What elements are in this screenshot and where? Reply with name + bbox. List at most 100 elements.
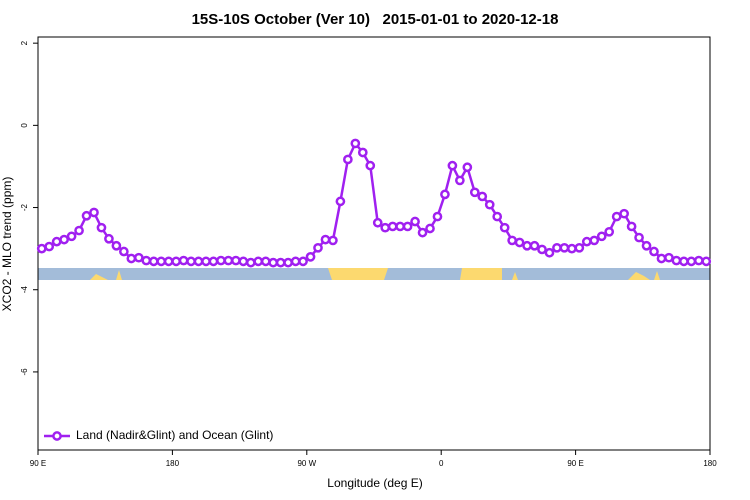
land-strip: [654, 271, 660, 280]
y-tick-label: 0: [20, 123, 29, 128]
data-point: [111, 240, 122, 251]
data-point: [395, 221, 405, 232]
data-point: [290, 256, 301, 267]
data-point: [350, 138, 361, 149]
data-point: [223, 255, 234, 266]
data-point: [372, 217, 383, 228]
data-point: [343, 154, 353, 165]
data-point: [238, 256, 249, 267]
data-point: [36, 243, 47, 254]
data-point: [671, 255, 682, 266]
data-point: [357, 147, 368, 158]
data-point: [119, 246, 129, 257]
data-point: [380, 222, 391, 233]
x-tick-label: 90 E: [30, 459, 46, 468]
data-point: [305, 252, 316, 262]
data-point: [567, 243, 577, 254]
data-point: [604, 226, 615, 237]
data-point: [89, 207, 99, 218]
data-point: [656, 253, 667, 264]
data-point: [186, 256, 196, 267]
data-point: [455, 175, 465, 186]
data-point: [268, 257, 279, 268]
data-point: [686, 256, 697, 267]
x-tick-label: 0: [439, 459, 444, 468]
data-point: [231, 255, 241, 266]
data-point: [589, 235, 600, 246]
data-line: [41, 141, 707, 264]
y-axis-label: XCO2 - MLO trend (ppm): [0, 177, 14, 312]
data-point: [425, 223, 435, 234]
data-point: [365, 160, 376, 171]
data-point: [387, 221, 398, 232]
data-point: [51, 236, 62, 247]
x-axis-label: Longitude (deg E): [327, 476, 422, 490]
data-point: [544, 247, 555, 258]
data-point: [649, 246, 659, 257]
data-point: [156, 256, 167, 267]
data-point: [522, 240, 532, 251]
data-point: [664, 252, 674, 263]
data-point: [163, 256, 174, 267]
data-point: [641, 240, 652, 251]
land-strip: [90, 274, 108, 280]
data-point: [320, 234, 331, 245]
data-point: [447, 160, 458, 171]
data-point: [462, 162, 473, 173]
data-point: [104, 233, 114, 244]
data-point: [492, 211, 503, 222]
land-strip: [628, 272, 650, 280]
legend-label: Land (Nadir&Glint) and Ocean (Glint): [76, 428, 273, 442]
data-point: [178, 255, 189, 266]
data-point: [313, 242, 323, 253]
data-point: [126, 253, 137, 264]
data-point: [469, 187, 480, 198]
data-point: [402, 221, 413, 232]
data-point: [298, 256, 308, 267]
data-point: [66, 231, 77, 242]
data-point: [626, 221, 637, 232]
data-point: [559, 242, 570, 253]
data-point: [253, 256, 264, 267]
data-point: [141, 255, 152, 266]
x-tick-label: 180: [166, 459, 180, 468]
data-point: [596, 231, 607, 242]
data-point: [44, 241, 55, 252]
data-point: [201, 256, 211, 267]
data-point: [208, 256, 219, 267]
legend-marker: [52, 431, 62, 441]
data-point: [171, 256, 181, 267]
data-point: [193, 256, 204, 267]
land-ocean-strip: [38, 268, 710, 280]
data-point: [275, 257, 286, 268]
data-point: [216, 255, 226, 266]
data-point: [59, 234, 69, 245]
y-tick-label: -2: [20, 203, 29, 211]
x-tick-label: 180: [703, 459, 717, 468]
data-point: [477, 191, 488, 202]
chart-title: 15S-10S October (Ver 10) 2015-01-01 to 2…: [192, 11, 559, 28]
plot-frame: [37, 36, 711, 451]
data-point: [245, 257, 256, 268]
data-point: [679, 256, 689, 267]
data-point: [133, 252, 144, 263]
data-point: [611, 211, 622, 222]
data-point: [484, 199, 495, 210]
data-point: [499, 222, 510, 233]
data-point: [514, 237, 525, 248]
data-point: [701, 256, 712, 267]
data-point: [552, 242, 562, 253]
land-strip: [460, 268, 502, 280]
data-point: [410, 216, 420, 227]
data-point: [507, 235, 517, 246]
data-point: [574, 242, 585, 253]
data-point: [81, 210, 92, 221]
land-strip: [328, 268, 388, 280]
data-point: [537, 244, 547, 255]
data-point: [529, 240, 540, 251]
x-tick-label: 90 W: [297, 459, 316, 468]
data-point: [432, 211, 443, 222]
data-point: [260, 256, 271, 267]
land-strip: [512, 272, 518, 280]
